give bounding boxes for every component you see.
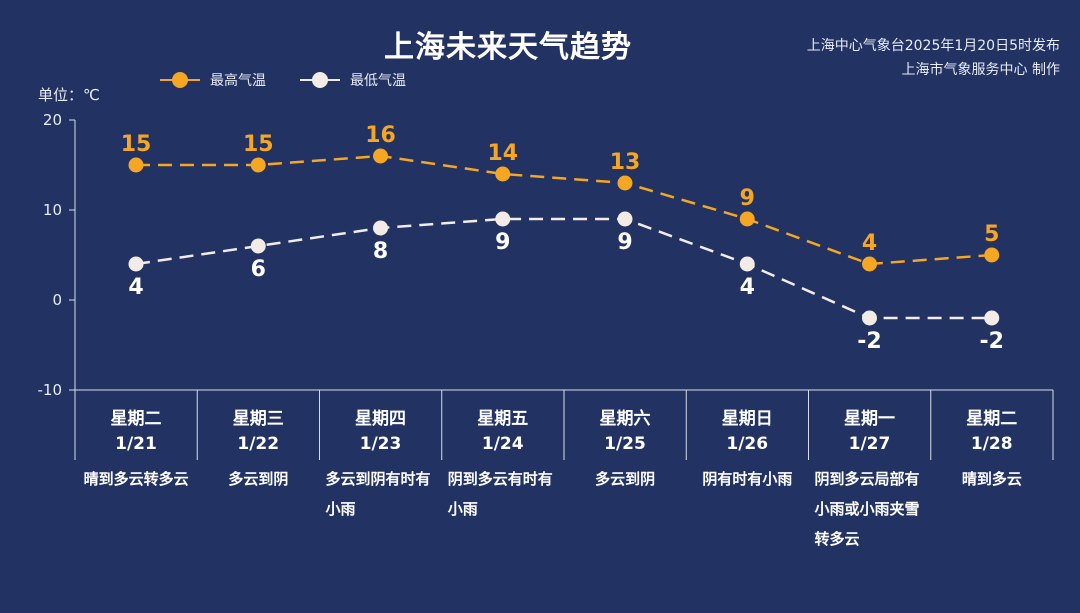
weather-desc-5: 阴有时有小雨 — [702, 470, 793, 488]
data-label-low-7: -2 — [980, 329, 1004, 354]
day-cell-1: 星期三 1/22 — [197, 390, 319, 460]
y-tick-label-2: 0 — [52, 291, 62, 309]
weekday-label-4: 星期六 — [599, 409, 651, 429]
y-tick-label-3: -10 — [38, 381, 63, 399]
day-cell-2: 星期四 1/23 — [320, 390, 442, 460]
point-high-5 — [739, 211, 755, 227]
data-label-high-5: 9 — [740, 186, 755, 211]
point-high-0 — [128, 157, 144, 173]
data-label-high-6: 4 — [862, 231, 877, 256]
date-label-4: 1/25 — [604, 434, 646, 454]
weather-desc-1: 多云到阴 — [228, 470, 289, 488]
date-label-3: 1/24 — [481, 434, 524, 454]
source-line-2: 上海市气象服务中心 制作 — [901, 62, 1060, 78]
series-line-high — [136, 154, 992, 266]
point-high-3 — [495, 166, 511, 182]
legend-low-marker — [300, 72, 340, 88]
date-label-1: 1/22 — [237, 434, 280, 454]
day-cell-6: 星期一 1/27 — [809, 390, 931, 460]
data-label-low-5: 4 — [740, 275, 755, 300]
weekday-label-0: 星期二 — [110, 409, 162, 429]
weather-desc-6: 阴到多云局部有小雨或小雨夹雪转多云 — [814, 470, 920, 548]
data-label-high-0: 15 — [121, 132, 152, 157]
date-label-6: 1/27 — [848, 434, 891, 454]
data-label-low-3: 9 — [495, 230, 510, 255]
source-line-1: 上海中心气象台2025年1月20日5时发布 — [806, 38, 1060, 54]
weekday-label-1: 星期三 — [232, 409, 284, 429]
point-low-1 — [250, 238, 266, 254]
point-low-3 — [495, 211, 511, 227]
legend-item-low: 最低气温 — [300, 70, 406, 90]
legend-high-label: 最高气温 — [210, 73, 266, 89]
legend-high-marker — [160, 72, 200, 88]
data-label-high-3: 14 — [487, 141, 518, 166]
date-label-5: 1/26 — [726, 434, 769, 454]
point-low-6 — [862, 310, 877, 326]
data-label-high-7: 5 — [984, 222, 999, 247]
data-label-high-1: 15 — [243, 132, 274, 157]
point-high-1 — [250, 157, 266, 173]
date-label-2: 1/23 — [359, 434, 402, 454]
day-cell-7: 星期二 1/28 — [931, 390, 1053, 460]
weekday-label-2: 星期四 — [355, 409, 406, 429]
weather-desc-3: 阴到多云有时有小雨 — [447, 470, 553, 518]
weather-desc-4: 多云到阴 — [595, 470, 656, 488]
point-low-2 — [373, 220, 388, 236]
data-label-low-1: 6 — [251, 257, 266, 282]
weather-desc-7: 晴到多云 — [961, 470, 1022, 488]
y-axis-unit-label: 单位：℃ — [38, 86, 100, 104]
data-label-low-0: 4 — [128, 275, 143, 300]
legend-item-high: 最高气温 — [160, 70, 266, 90]
data-label-high-4: 13 — [610, 150, 641, 175]
data-label-low-4: 9 — [617, 230, 632, 255]
weekday-label-6: 星期一 — [844, 409, 895, 429]
point-low-0 — [128, 256, 144, 272]
day-cell-0: 星期二 1/21 — [75, 390, 197, 460]
y-tick-label-1: 10 — [43, 201, 62, 219]
data-label-low-2: 8 — [373, 239, 388, 264]
day-cell-5: 星期日 1/26 — [686, 390, 808, 460]
point-low-7 — [984, 310, 1000, 326]
data-label-low-6: -2 — [857, 329, 881, 354]
point-high-6 — [862, 256, 877, 272]
weather-desc-0: 晴到多云转多云 — [83, 470, 189, 488]
source-info: 上海中心气象台2025年1月20日5时发布 上海市气象服务中心 制作 — [807, 34, 1060, 82]
point-high-4 — [617, 175, 633, 191]
legend-low-label: 最低气温 — [350, 73, 406, 89]
date-label-7: 1/28 — [970, 434, 1013, 454]
weekday-label-7: 星期二 — [966, 409, 1018, 429]
day-cell-4: 星期六 1/25 — [564, 390, 686, 460]
series-line-low — [135, 217, 992, 320]
point-low-5 — [739, 256, 755, 272]
weather-desc-2: 多云到阴有时有小雨 — [325, 470, 431, 518]
day-cell-3: 星期五 1/24 — [442, 390, 564, 460]
point-high-7 — [984, 247, 1000, 263]
weekday-label-3: 星期五 — [477, 409, 529, 429]
data-label-high-2: 16 — [365, 123, 396, 148]
point-low-4 — [617, 211, 633, 227]
point-high-2 — [373, 148, 388, 164]
legend: 最高气温 最低气温 — [160, 70, 406, 90]
weekday-label-5: 星期日 — [721, 409, 773, 429]
y-tick-label-0: 20 — [43, 111, 62, 129]
chart-title: 上海未来天气趋势 — [384, 30, 632, 65]
date-label-0: 1/21 — [115, 434, 157, 454]
